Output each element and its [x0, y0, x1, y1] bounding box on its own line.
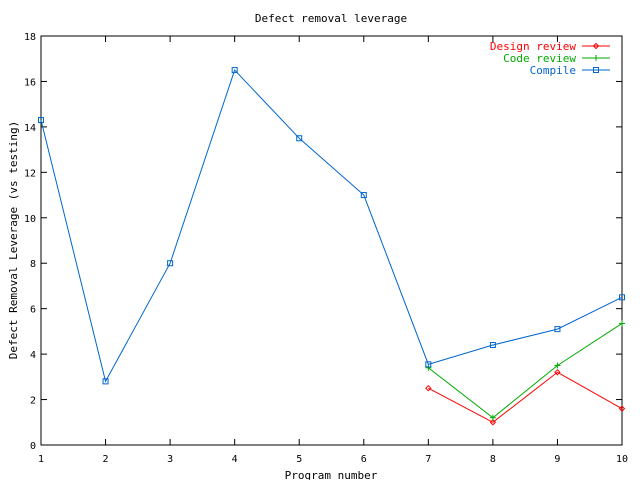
y-tick-label: 8 [30, 259, 36, 270]
x-tick-label: 4 [232, 454, 238, 465]
x-tick-label: 5 [296, 454, 302, 465]
y-tick-label: 16 [24, 77, 36, 88]
data-point [618, 405, 626, 412]
data-point [231, 67, 238, 74]
y-tick-label: 6 [30, 305, 36, 316]
data-point [489, 419, 497, 426]
legend-label: Compile [530, 64, 576, 77]
x-tick-label: 8 [490, 454, 496, 465]
series-line [428, 371, 623, 423]
x-tick-label: 7 [425, 454, 431, 465]
x-tick-label: 2 [103, 454, 109, 465]
series-design-review [425, 369, 626, 426]
series-code-review [425, 320, 625, 421]
x-tick-label: 6 [361, 454, 367, 465]
data-point [296, 135, 303, 142]
data-point [425, 384, 432, 392]
data-point [38, 117, 44, 124]
data-point [554, 326, 561, 333]
chart-title: Defect removal leverage [255, 12, 407, 25]
y-tick-label: 12 [24, 168, 36, 179]
series-compile [38, 67, 625, 385]
legend-swatch-marker [593, 55, 599, 61]
x-axis-label: Program number [285, 469, 378, 480]
data-point [102, 378, 109, 385]
x-tick-label: 9 [554, 454, 560, 465]
series-layer [38, 67, 626, 426]
data-point [619, 294, 625, 301]
y-tick-label: 0 [30, 441, 36, 452]
legend-swatch-marker [593, 67, 599, 73]
y-tick-label: 2 [30, 396, 36, 407]
data-point [619, 320, 625, 327]
legend-label: Design review [490, 40, 576, 53]
legend-label: Code review [503, 52, 576, 65]
x-tick-label: 10 [616, 454, 628, 465]
y-tick-label: 10 [24, 214, 36, 225]
data-point [489, 342, 496, 349]
data-point [554, 362, 561, 369]
y-tick-label: 4 [30, 350, 36, 361]
y-axis-ticks: 0 2 4 6 8 10 12 14 16 18 [24, 32, 622, 452]
y-tick-label: 18 [24, 32, 36, 43]
plot-frame [40, 35, 623, 446]
data-point [425, 361, 432, 368]
series-line [428, 323, 623, 419]
x-axis-ticks: 1 2 3 4 5 6 7 8 9 10 [38, 36, 628, 465]
data-point [360, 192, 367, 199]
data-point [489, 414, 496, 421]
series-line [40, 69, 623, 383]
x-tick-label: 3 [167, 454, 173, 465]
data-point [425, 364, 432, 371]
data-point [167, 260, 174, 267]
y-tick-label: 14 [24, 123, 36, 134]
x-tick-label: 1 [38, 454, 44, 465]
data-point [554, 369, 561, 376]
legend-swatch-marker [592, 42, 600, 50]
y-axis-label: Defect Removal Leverage (vs testing) [7, 121, 20, 359]
